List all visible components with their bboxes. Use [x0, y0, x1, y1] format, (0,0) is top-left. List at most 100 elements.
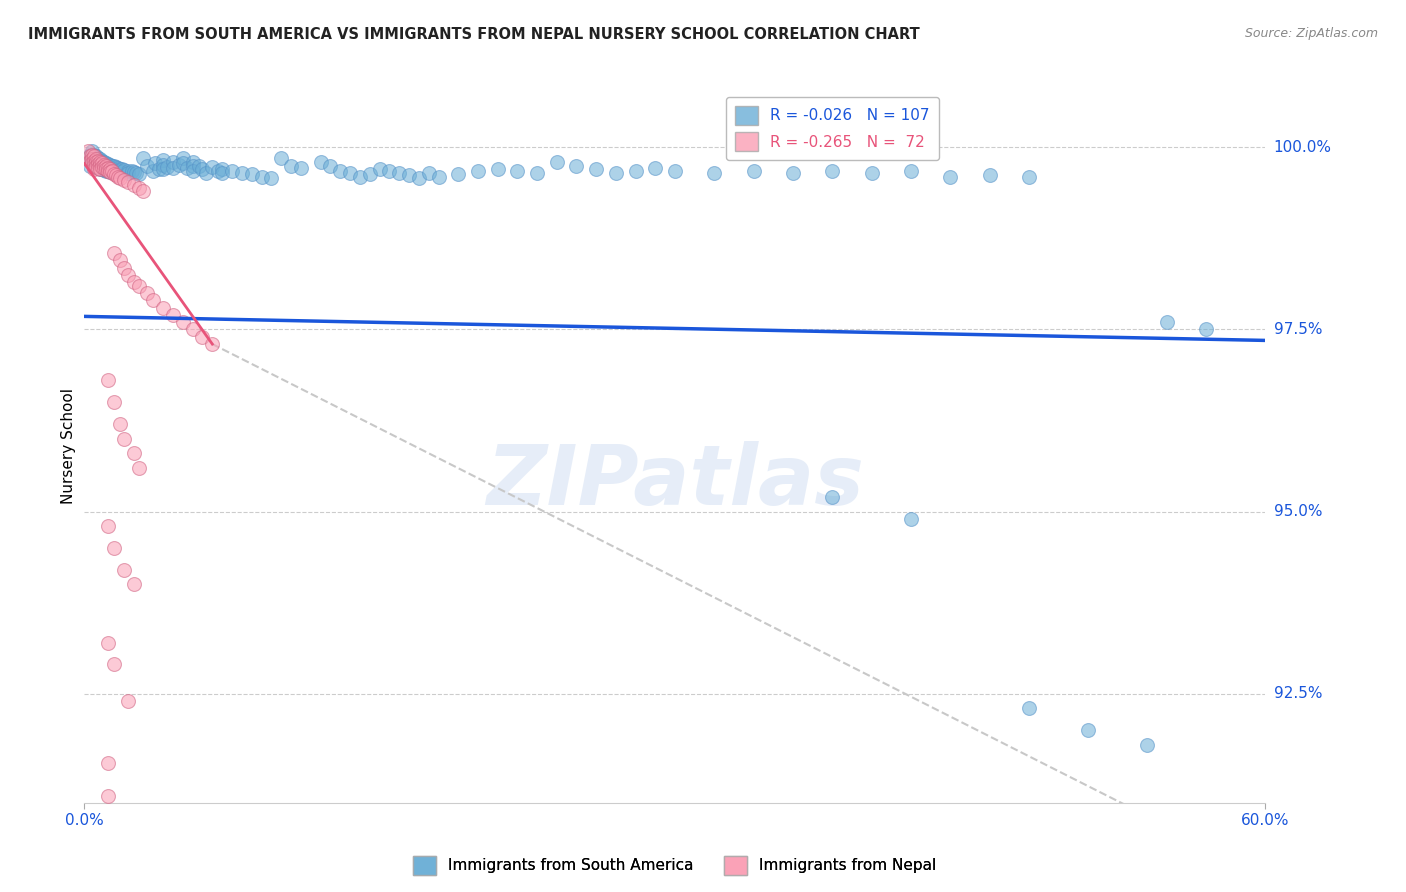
Point [94, 160, 117, 174]
Point [181, 160, 204, 174]
Point [112, 173, 135, 187]
Point [83, 153, 105, 168]
Point [605, 166, 627, 180]
Point [260, 171, 283, 186]
Point [97, 519, 120, 533]
Point [486, 162, 509, 177]
Point [79, 153, 101, 168]
Point [250, 169, 273, 184]
Point [152, 153, 174, 167]
Point [181, 322, 204, 336]
Text: 97.5%: 97.5% [1274, 322, 1322, 337]
Point [97, 161, 120, 175]
Point [187, 159, 209, 173]
Point [93, 155, 115, 169]
Point [742, 163, 765, 178]
Point [156, 160, 179, 174]
Point [79, 149, 101, 163]
Point [585, 162, 607, 177]
Point [565, 159, 588, 173]
Point [122, 178, 145, 193]
Point [98, 161, 121, 176]
Point [103, 395, 125, 409]
Point [79, 147, 101, 161]
Point [162, 155, 184, 169]
Point [546, 155, 568, 169]
Point [329, 163, 352, 178]
Point [162, 161, 184, 175]
Point [87, 151, 110, 165]
Point [143, 156, 166, 170]
Text: 100.0%: 100.0% [1274, 140, 1331, 155]
Point [91, 156, 114, 170]
Point [94, 160, 117, 174]
Point [87, 156, 110, 170]
Point [97, 374, 120, 388]
Point [93, 163, 115, 178]
Point [128, 167, 150, 181]
Point [181, 163, 204, 178]
Point [89, 155, 111, 169]
Point [117, 166, 139, 180]
Point [1136, 738, 1159, 752]
Point [89, 161, 111, 176]
Point [359, 168, 381, 182]
Point [148, 162, 170, 177]
Point [97, 789, 120, 803]
Point [94, 162, 117, 177]
Point [821, 163, 844, 178]
Point [83, 149, 105, 163]
Point [98, 162, 121, 177]
Point [84, 160, 107, 174]
Point [84, 155, 107, 169]
Point [117, 268, 139, 282]
Point [1077, 723, 1099, 737]
Point [349, 169, 371, 184]
Point [201, 160, 224, 174]
Point [231, 166, 253, 180]
Point [89, 161, 111, 176]
Point [84, 155, 107, 169]
Point [191, 330, 214, 344]
Point [1018, 169, 1040, 184]
Point [117, 163, 139, 178]
Point [91, 158, 114, 172]
Point [91, 162, 114, 177]
Text: 92.5%: 92.5% [1274, 686, 1322, 701]
Point [91, 153, 114, 168]
Point [207, 163, 229, 178]
Point [97, 756, 120, 770]
Point [152, 158, 174, 172]
Point [103, 167, 125, 181]
Point [368, 162, 391, 177]
Point [98, 158, 121, 172]
Point [101, 163, 124, 178]
Point [89, 157, 111, 171]
Point [112, 432, 135, 446]
Point [97, 157, 120, 171]
Point [97, 164, 120, 178]
Point [408, 171, 430, 186]
Point [181, 155, 204, 169]
Point [122, 446, 145, 460]
Point [644, 161, 666, 175]
Point [77, 144, 100, 158]
Point [87, 157, 110, 171]
Point [103, 246, 125, 260]
Point [860, 166, 883, 180]
Point [117, 175, 139, 189]
Point [112, 163, 135, 178]
Point [82, 147, 104, 161]
Point [319, 159, 342, 173]
Point [122, 165, 145, 179]
Point [167, 158, 190, 172]
Point [87, 153, 110, 168]
Point [939, 169, 962, 184]
Point [97, 161, 120, 175]
Point [290, 161, 312, 175]
Point [195, 166, 218, 180]
Point [176, 161, 198, 175]
Point [83, 162, 105, 177]
Point [447, 168, 470, 182]
Point [82, 144, 104, 158]
